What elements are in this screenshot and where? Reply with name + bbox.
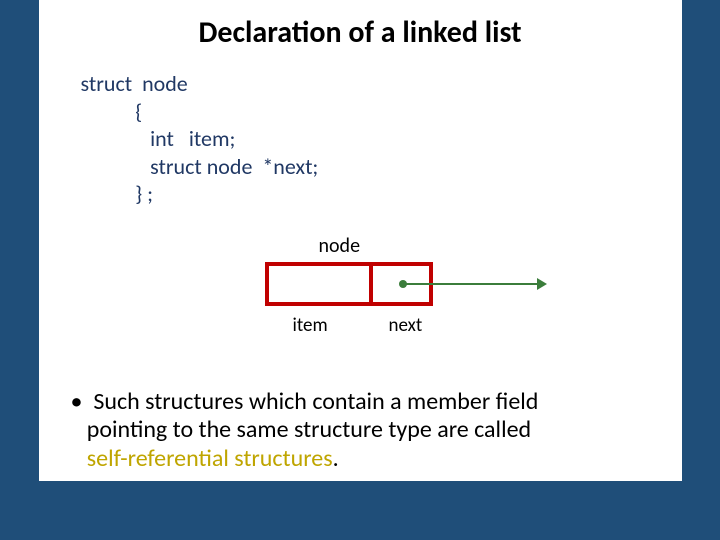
bullet-highlight: self-referential structures [87, 444, 333, 473]
code-block: struct node { int item; struct node *nex… [81, 70, 319, 208]
bullet-text-1: Such structures which contain a member f… [93, 387, 538, 416]
code-line-3: struct node *next; [81, 153, 319, 181]
node-label: node [319, 234, 361, 258]
code-line-0: struct node [81, 70, 319, 98]
bullet-marker: • [71, 387, 83, 416]
next-label: next [389, 314, 423, 337]
code-line-1: { [81, 98, 319, 126]
node-box-divider [369, 262, 373, 306]
slide-panel: Declaration of a linked list struct node… [39, 0, 682, 481]
node-diagram: node item next [219, 232, 499, 352]
pointer-arrowhead [537, 278, 547, 290]
slide-title: Declaration of a linked list [39, 0, 682, 51]
item-label: item [293, 314, 328, 337]
bullet-paragraph: • Such structures which contain a member… [71, 388, 651, 473]
code-line-4: } ; [81, 180, 319, 208]
bullet-text-2c: . [333, 444, 339, 473]
bullet-text-2a: pointing to the same structure type are … [87, 415, 531, 444]
code-line-2: int item; [81, 125, 319, 153]
pointer-line [403, 283, 537, 285]
